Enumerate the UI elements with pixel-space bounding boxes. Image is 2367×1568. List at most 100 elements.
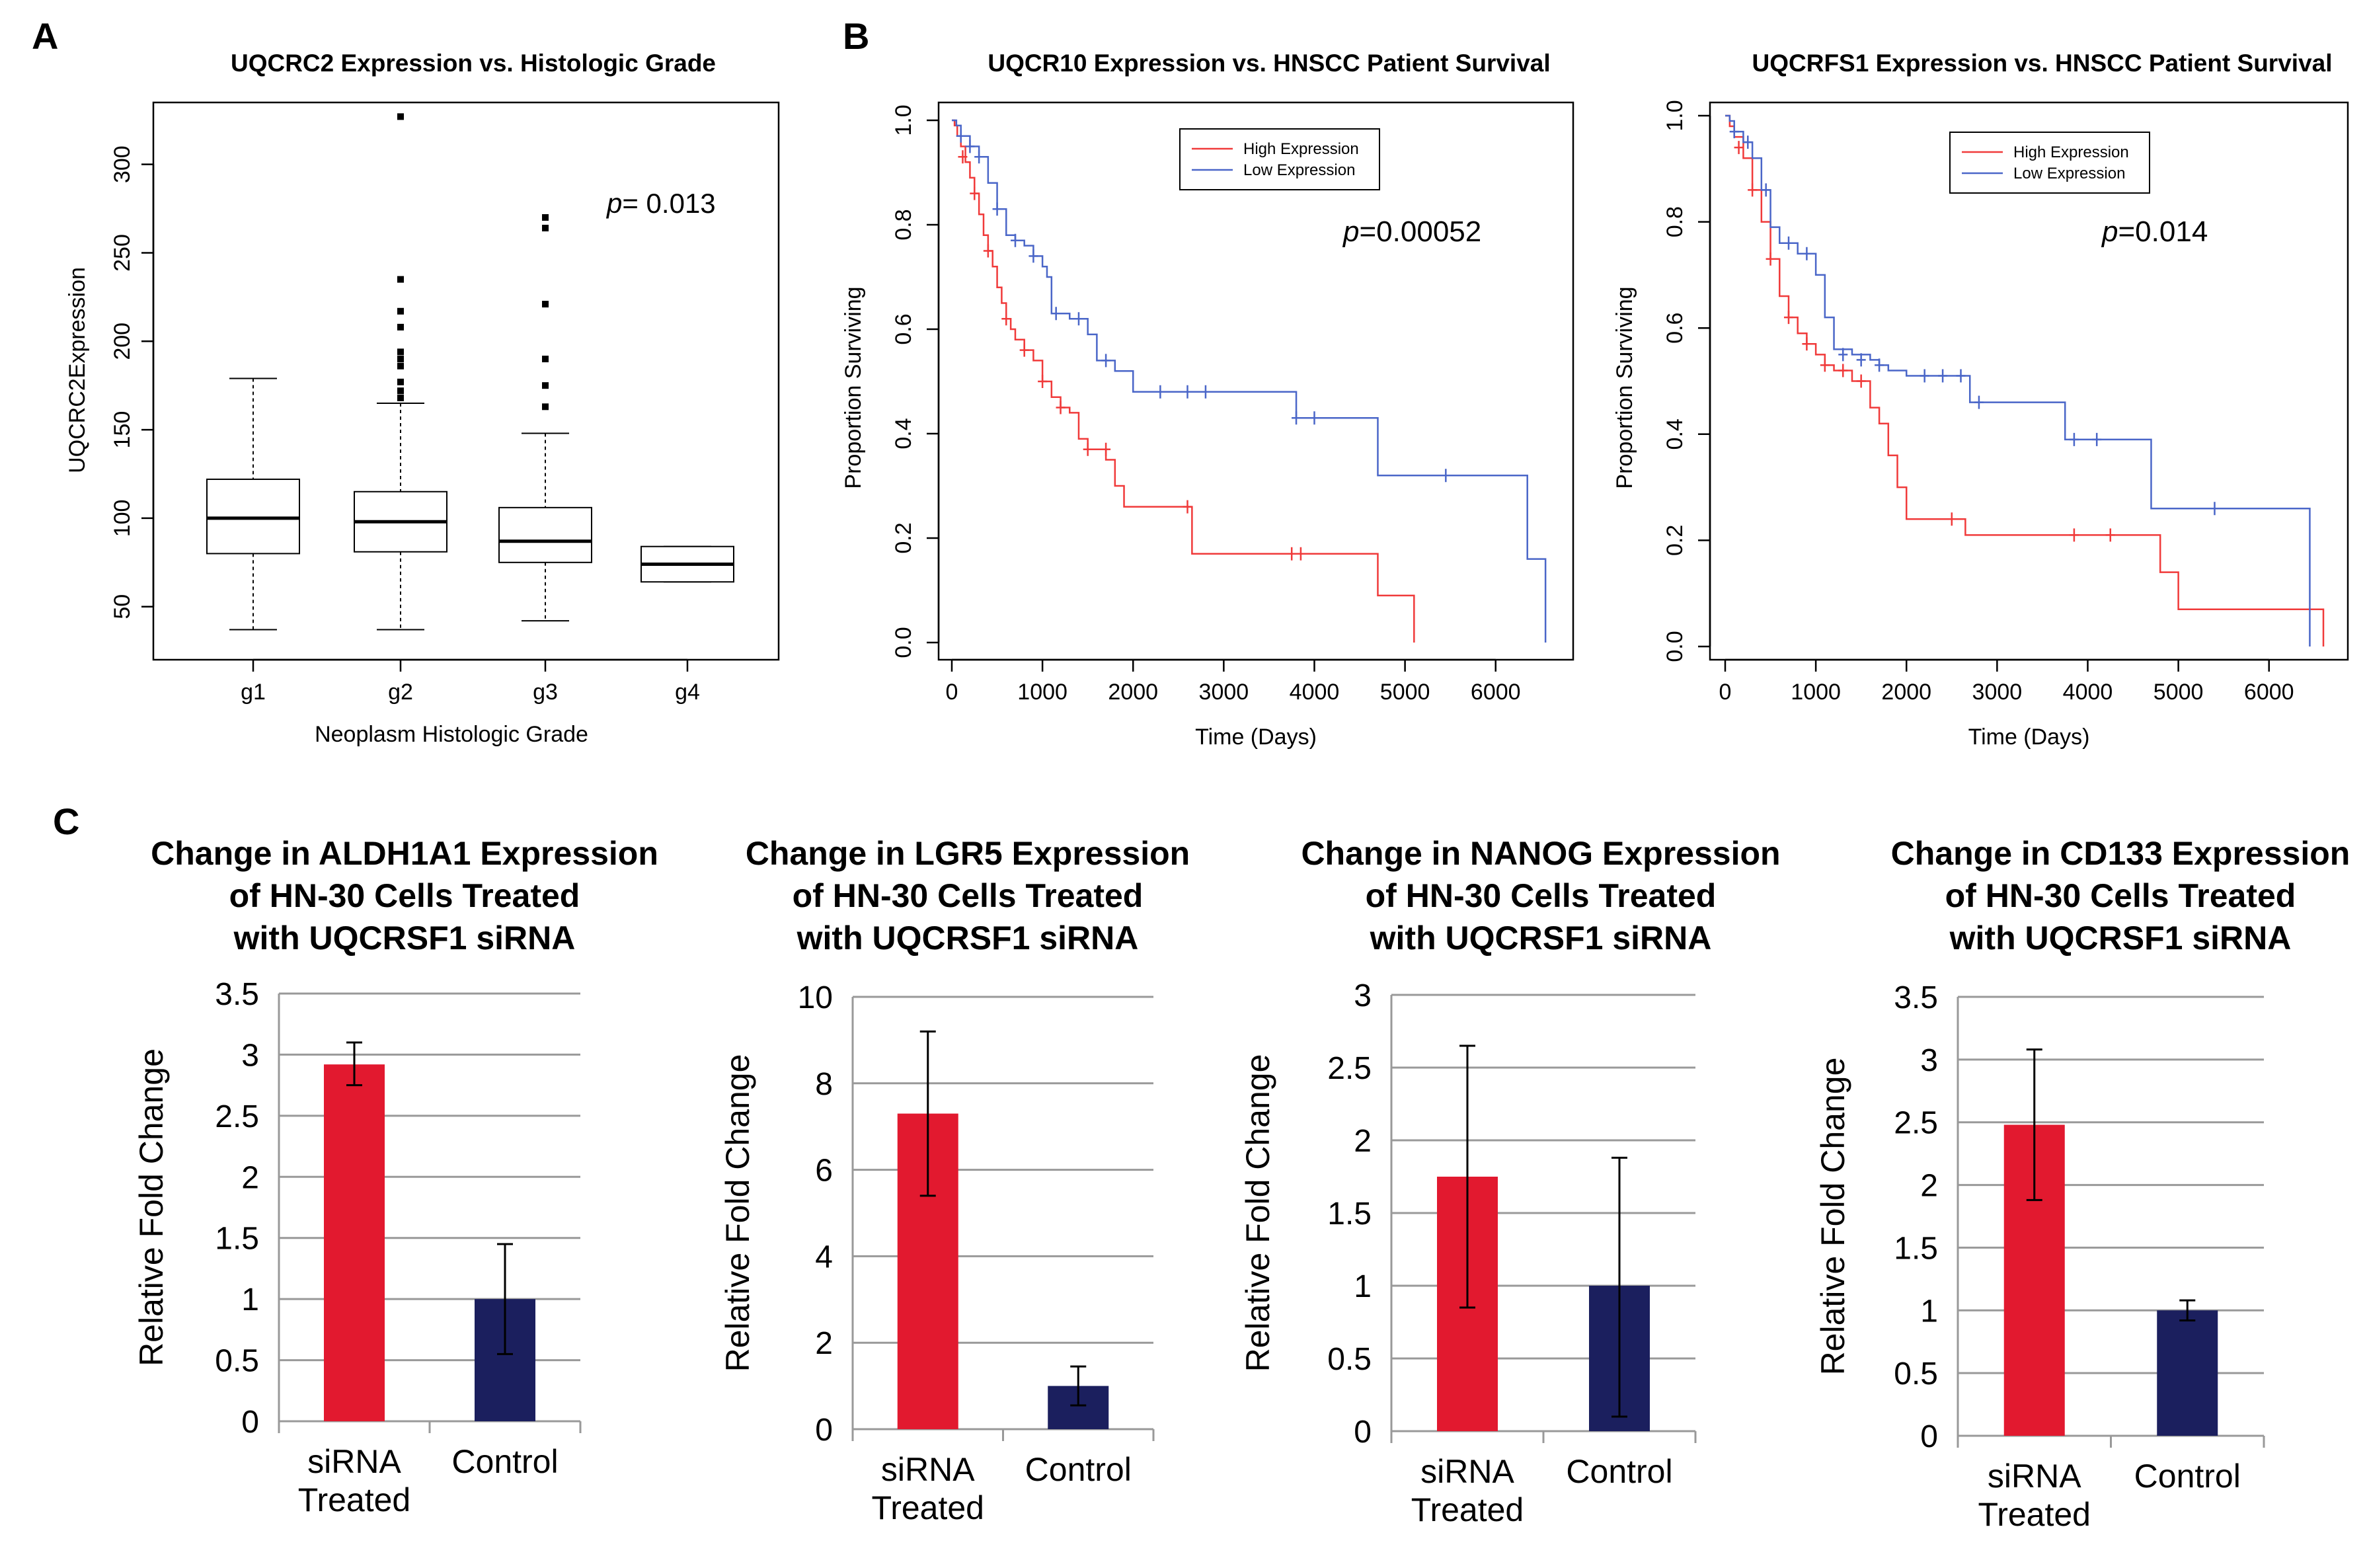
y-tick-label: 1 <box>1920 1294 1938 1329</box>
y-tick-label: 0.5 <box>1327 1342 1372 1377</box>
outlier-point <box>397 276 404 283</box>
y-tick-label: 1.5 <box>1327 1196 1372 1232</box>
y-tick-label: 150 <box>110 411 135 449</box>
censor-mark <box>1761 183 1771 197</box>
y-tick-label: 200 <box>110 323 135 360</box>
y-tick-label: 2.5 <box>1327 1051 1372 1086</box>
y-tick-label: 2 <box>1354 1124 1372 1159</box>
bar-chart-nanog: Change in NANOG Expression of HN-30 Cells… <box>1239 835 1781 1528</box>
y-tick-label: 0.4 <box>891 418 916 449</box>
x-category-label: Control <box>1566 1453 1672 1490</box>
x-category-label: siRNA <box>307 1443 401 1480</box>
y-axis-label: Proportion Surviving <box>1612 286 1637 489</box>
x-category-label: Treated <box>1978 1496 2091 1533</box>
x-category-label: Treated <box>872 1489 984 1526</box>
y-tick-label: 2.5 <box>1894 1106 1938 1141</box>
x-category-label: siRNA <box>881 1451 975 1488</box>
y-tick-label: 0.6 <box>1662 313 1688 344</box>
censor-mark <box>1441 469 1451 483</box>
legend-label-high: High Expression <box>2013 143 2129 161</box>
x-tick-label: 6000 <box>2244 680 2294 705</box>
x-tick-label: 1000 <box>1791 680 1841 705</box>
censor-mark <box>1309 411 1319 425</box>
x-axis-label: Neoplasm Histologic Grade <box>315 722 588 747</box>
legend-label-low: Low Expression <box>1243 161 1355 179</box>
y-axis-label: Relative Fold Change <box>133 1048 170 1366</box>
x-category-label: Control <box>1025 1451 1132 1488</box>
censor-mark <box>1974 395 1984 409</box>
censor-mark <box>1875 358 1884 372</box>
x-tick-label: 4000 <box>2063 680 2113 705</box>
censor-mark <box>1783 311 1793 325</box>
censor-mark <box>1010 233 1020 247</box>
y-tick-label: 1.5 <box>1894 1231 1938 1266</box>
y-tick-label: 0.4 <box>1662 418 1688 450</box>
censor-mark <box>1183 385 1192 399</box>
y-tick-label: 0 <box>815 1413 833 1448</box>
x-tick-label: 5000 <box>2154 680 2204 705</box>
legend-box <box>1179 128 1380 190</box>
censor-mark <box>2069 432 2079 446</box>
censor-mark <box>1287 547 1297 561</box>
error-bar <box>1070 1365 1087 1407</box>
censor-mark <box>1038 375 1048 388</box>
box-group-g3 <box>498 214 592 622</box>
censor-mark <box>965 139 975 153</box>
outlier-point <box>542 301 549 308</box>
censor-mark <box>1820 358 1830 372</box>
censor-mark <box>1956 369 1966 383</box>
x-tick-label: 4000 <box>1290 680 1340 705</box>
legend-label-low: Low Expression <box>2013 165 2125 182</box>
chart-title-line: Change in LGR5 Expression <box>746 835 1190 872</box>
x-tick-label: g3 <box>533 680 558 705</box>
censor-mark <box>1734 141 1744 155</box>
x-axis-label: Time (Days) <box>1968 725 2090 750</box>
bar-control <box>2157 1310 2218 1436</box>
x-tick-label: 0 <box>946 680 958 705</box>
y-axis-label: Proportion Surviving <box>841 286 866 489</box>
y-tick-label: 3 <box>241 1038 259 1073</box>
y-tick-label: 2 <box>815 1326 833 1361</box>
outlier-point <box>542 403 549 411</box>
censor-mark <box>1802 337 1812 351</box>
censor-mark <box>1783 236 1793 250</box>
box-group-g4 <box>640 545 734 583</box>
censor-mark <box>1001 312 1011 326</box>
censor-mark <box>1056 401 1066 414</box>
legend-label-high: High Expression <box>1243 140 1359 158</box>
y-tick-label: 100 <box>110 500 135 537</box>
x-tick-label: 0 <box>1719 680 1732 705</box>
y-tick-label: 0 <box>1354 1415 1372 1450</box>
y-tick-label: 4 <box>815 1239 833 1274</box>
y-tick-label: 1 <box>241 1282 259 1317</box>
x-category-label: Treated <box>1411 1491 1524 1528</box>
y-tick-label: 3 <box>1920 1043 1938 1078</box>
survival-chart-uqcrfs1: UQCRFS1 Expression vs. HNSCC Patient Sur… <box>1612 50 2349 750</box>
error-bar <box>346 1041 362 1087</box>
panel-label-c: C <box>53 801 79 842</box>
outlier-point <box>397 394 404 401</box>
y-tick-label: 1.0 <box>1662 100 1688 131</box>
outlier-point <box>542 382 549 389</box>
x-tick-label: g1 <box>241 680 266 705</box>
censor-mark <box>1155 385 1165 399</box>
error-bar <box>1611 1156 1627 1418</box>
censor-mark <box>956 129 966 143</box>
bar-chart-cd133: Change in CD133 Expression of HN-30 Cells… <box>1814 835 2350 1533</box>
outlier-point <box>397 387 404 395</box>
x-tick-label: 1000 <box>1017 680 1067 705</box>
chart-title-line: Change in CD133 Expression <box>1891 835 2350 872</box>
censor-mark <box>1938 369 1948 383</box>
p-symbol: p <box>1342 216 1359 248</box>
chart-title-line: with UQCRSF1 siRNA <box>1370 920 1712 957</box>
outlier-point <box>397 362 404 370</box>
censor-mark <box>983 244 993 258</box>
censor-mark <box>1101 442 1111 456</box>
y-tick-label: 2 <box>1920 1169 1938 1204</box>
y-tick-label: 0.8 <box>1662 206 1688 237</box>
x-tick-label: 2000 <box>1108 680 1158 705</box>
chart-title-line: of HN-30 Cells Treated <box>1366 877 1717 914</box>
censor-mark <box>2105 528 2115 542</box>
y-axis-label: Relative Fold Change <box>1814 1058 1851 1376</box>
p-symbol: p <box>605 188 622 219</box>
